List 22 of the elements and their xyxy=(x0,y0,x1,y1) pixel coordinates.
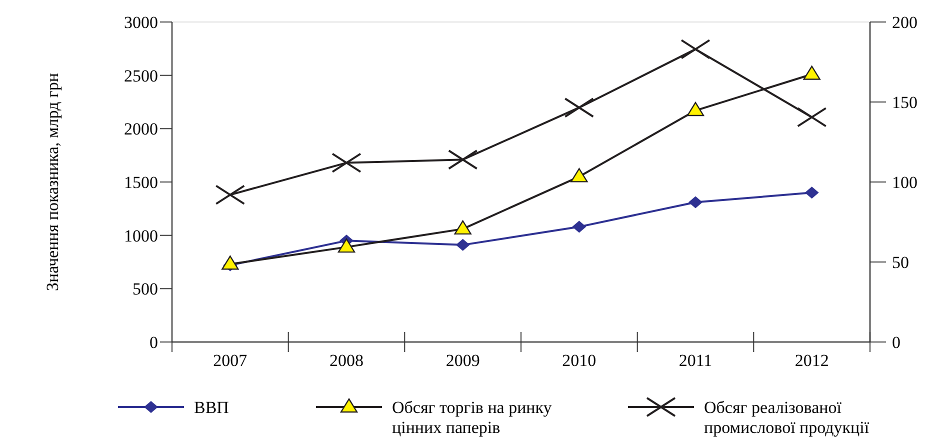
y2-tick-label: 150 xyxy=(892,92,918,112)
y2-tick-label: 50 xyxy=(892,252,909,272)
legend-label: Обсяг торгів на ринку цінних паперів xyxy=(392,398,552,437)
x-tick-label: 2010 xyxy=(562,351,596,370)
y-tick-label: 2500 xyxy=(124,66,158,86)
x-tick-label: 2012 xyxy=(794,351,829,370)
y-tick-label: 1000 xyxy=(124,226,158,246)
y2-tick-label: 100 xyxy=(892,172,918,192)
y-axis-title: Значення показника, млрд грн xyxy=(43,73,62,291)
legend-label: Обсяг реалізованої промислової продукції xyxy=(704,398,870,437)
x-tick-label: 2009 xyxy=(446,351,480,370)
y-tick-label: 500 xyxy=(132,280,158,299)
x-tick-label: 2007 xyxy=(213,351,248,370)
y-tick-label: 3000 xyxy=(124,12,158,32)
y-tick-label: 2000 xyxy=(124,120,158,139)
y2-tick-label: 0 xyxy=(892,332,900,352)
x-tick-label: 2008 xyxy=(330,351,364,370)
legend-label: ВВП xyxy=(194,398,229,417)
y-tick-label: 0 xyxy=(150,332,158,352)
y2-tick-label: 200 xyxy=(892,12,918,32)
x-tick-label: 2011 xyxy=(678,351,712,370)
y-tick-label: 1500 xyxy=(124,172,158,192)
